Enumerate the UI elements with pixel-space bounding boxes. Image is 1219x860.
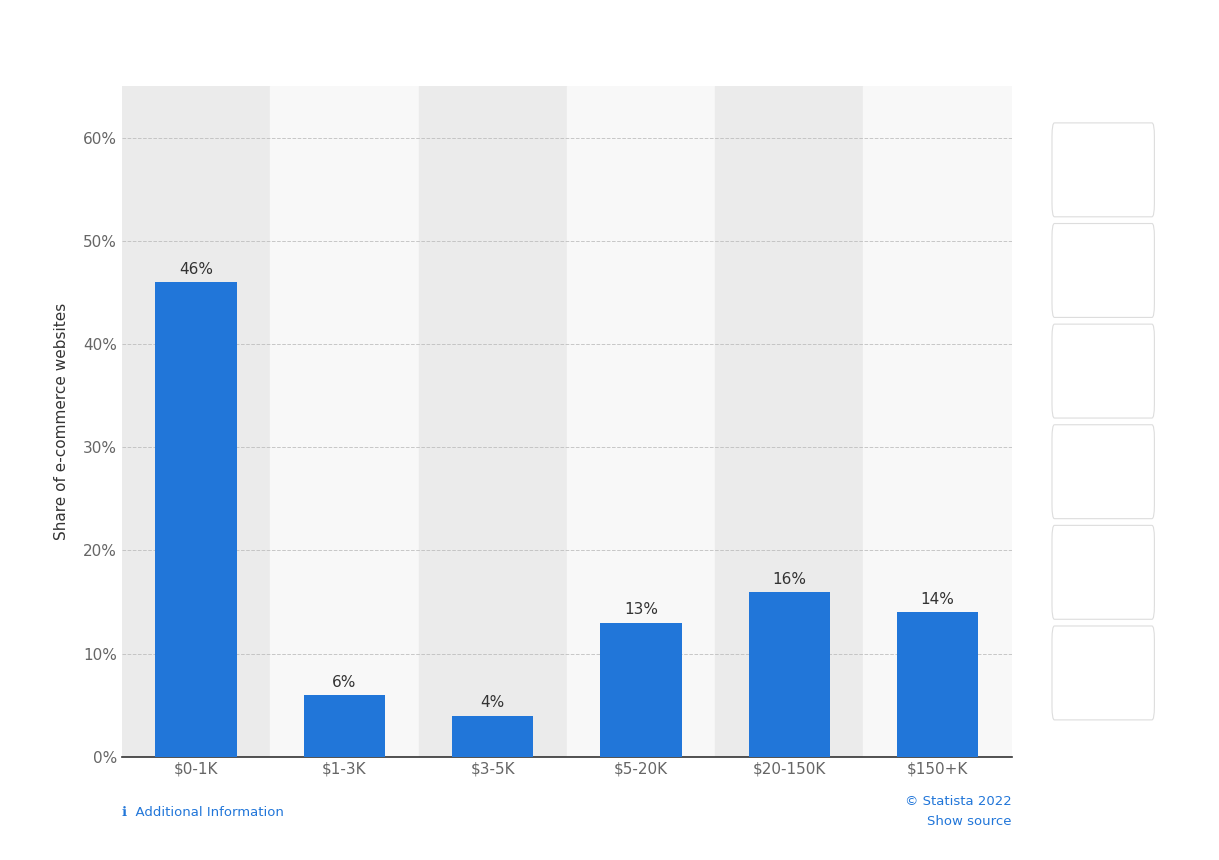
Text: 16%: 16% (773, 572, 806, 587)
FancyBboxPatch shape (1052, 123, 1154, 217)
Bar (155, 282, 236, 757)
Y-axis label: Share of e-commerce websites: Share of e-commerce websites (54, 303, 69, 540)
Bar (716, 86, 863, 757)
FancyBboxPatch shape (1052, 626, 1154, 720)
Bar (122, 86, 271, 757)
Bar (304, 695, 385, 757)
Bar (452, 716, 534, 757)
Bar (567, 86, 716, 757)
FancyBboxPatch shape (1052, 224, 1154, 317)
Bar (748, 592, 830, 757)
Bar (600, 623, 681, 757)
Text: 6%: 6% (333, 675, 356, 690)
Text: 13%: 13% (624, 603, 658, 617)
Text: 4%: 4% (480, 696, 505, 710)
Bar (863, 86, 1012, 757)
Text: 14%: 14% (920, 593, 954, 607)
Text: © Statista 2022: © Statista 2022 (904, 795, 1012, 808)
Text: 46%: 46% (179, 262, 213, 277)
Text: ℹ  Additional Information: ℹ Additional Information (122, 806, 284, 820)
FancyBboxPatch shape (1052, 425, 1154, 519)
Bar (897, 612, 979, 757)
Bar (271, 86, 418, 757)
FancyBboxPatch shape (1052, 324, 1154, 418)
Text: Show source: Show source (928, 814, 1012, 828)
FancyBboxPatch shape (1052, 525, 1154, 619)
Bar (418, 86, 567, 757)
